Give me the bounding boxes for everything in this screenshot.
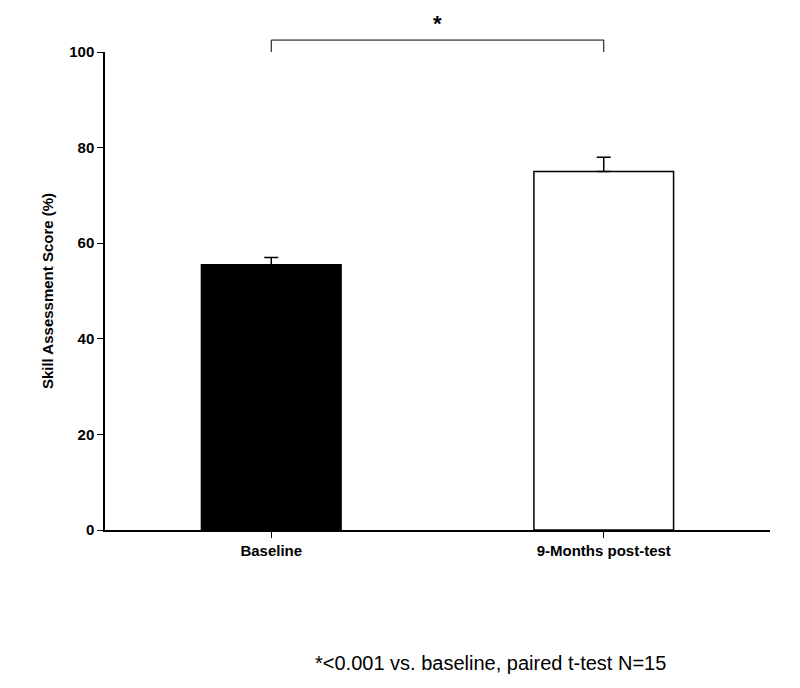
svg-text:*: * — [433, 11, 442, 36]
svg-text:0: 0 — [86, 521, 94, 538]
svg-text:Skill Assessment Score (%): Skill Assessment Score (%) — [39, 193, 56, 389]
svg-text:9-Months post-test: 9-Months post-test — [537, 542, 671, 559]
svg-text:Baseline: Baseline — [240, 542, 302, 559]
svg-text:*<0.001 vs. baseline, paired t: *<0.001 vs. baseline, paired t-test N=15 — [315, 652, 666, 674]
svg-text:40: 40 — [78, 330, 95, 347]
svg-text:60: 60 — [78, 234, 95, 251]
svg-text:20: 20 — [78, 426, 95, 443]
svg-text:100: 100 — [69, 43, 94, 60]
svg-text:80: 80 — [78, 139, 95, 156]
